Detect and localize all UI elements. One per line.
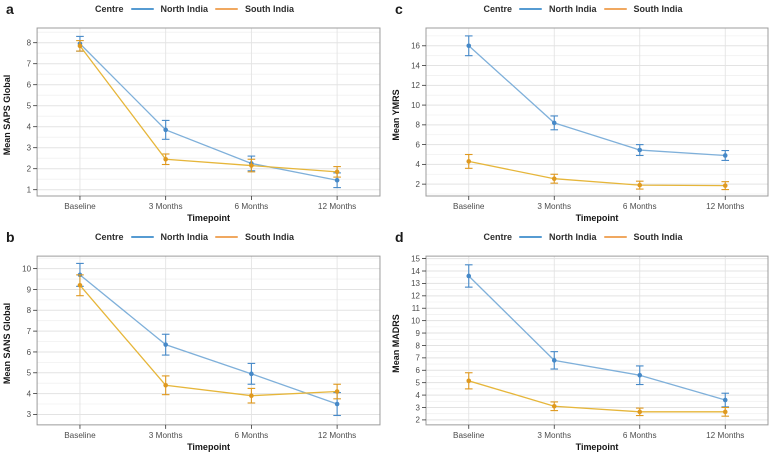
legend-label-south-india: South India xyxy=(633,4,683,14)
svg-text:12: 12 xyxy=(411,292,420,301)
svg-text:16: 16 xyxy=(411,42,420,51)
legend-label-north-india: North India xyxy=(549,232,597,242)
svg-text:5: 5 xyxy=(416,378,421,387)
chart-madrs: 2 3 4 5 6 7 8 9 10 11 12 13 14 15 Baseline 3 Months 6 Mo… xyxy=(391,254,769,452)
svg-text:12: 12 xyxy=(411,81,420,90)
panel-letter-d: d xyxy=(395,229,404,245)
svg-text:1: 1 xyxy=(27,186,32,195)
chart-ymrs: 2 4 6 8 10 12 14 16 Baseline 3 Months 6 Months 12 M… xyxy=(391,27,769,223)
svg-text:6 Months: 6 Months xyxy=(623,431,657,440)
svg-text:Timepoint: Timepoint xyxy=(576,213,619,223)
svg-text:6 Months: 6 Months xyxy=(235,431,269,440)
svg-text:5: 5 xyxy=(27,369,32,378)
svg-text:14: 14 xyxy=(411,61,420,70)
svg-text:3 Months: 3 Months xyxy=(537,431,571,440)
svg-text:Timepoint: Timepoint xyxy=(187,213,230,223)
south-india-line-swatch xyxy=(215,236,238,238)
svg-text:6 Months: 6 Months xyxy=(623,202,657,211)
legend-label-north-india: North India xyxy=(160,4,209,14)
svg-text:4: 4 xyxy=(27,123,32,132)
svg-text:6: 6 xyxy=(27,81,32,90)
chart-saps-global: 1 2 3 4 5 6 7 8 Baseline 3 Months 6 Months 12 Month… xyxy=(2,27,381,223)
svg-text:6 Months: 6 Months xyxy=(234,202,268,211)
panel-a: a Centre North India South India 1 2 3 4 5 6 7… xyxy=(0,0,389,228)
svg-text:9: 9 xyxy=(416,329,421,338)
legend-label-north-india: North India xyxy=(160,232,209,242)
north-india-line-swatch xyxy=(519,236,542,238)
svg-text:3: 3 xyxy=(27,410,32,419)
panel-letter-c: c xyxy=(395,1,403,17)
svg-text:4: 4 xyxy=(27,389,32,398)
south-india-line-swatch xyxy=(603,236,627,238)
legend-title: Centre xyxy=(483,232,512,242)
svg-text:13: 13 xyxy=(411,279,420,288)
panel-letter-a: a xyxy=(6,1,14,17)
legend-label-south-india: South India xyxy=(245,4,294,14)
svg-text:4: 4 xyxy=(416,391,421,400)
legend-label-north-india: North India xyxy=(549,4,597,14)
svg-text:15: 15 xyxy=(411,254,420,263)
legend-title: Centre xyxy=(483,4,512,14)
north-india-line-swatch xyxy=(519,8,542,10)
svg-text:6: 6 xyxy=(416,366,421,375)
svg-text:3 Months: 3 Months xyxy=(537,202,571,211)
svg-text:Mean MADRS: Mean MADRS xyxy=(391,314,401,373)
south-india-line-swatch xyxy=(603,8,627,10)
svg-text:10: 10 xyxy=(22,264,31,273)
svg-text:12 Months: 12 Months xyxy=(318,202,356,211)
svg-text:2: 2 xyxy=(27,165,32,174)
svg-text:Timepoint: Timepoint xyxy=(187,442,230,452)
panel-letter-b: b xyxy=(6,229,15,245)
svg-text:Mean YMRS: Mean YMRS xyxy=(391,89,401,140)
legend: Centre North India South India xyxy=(0,228,389,246)
north-india-line-swatch xyxy=(130,236,154,238)
svg-text:10: 10 xyxy=(411,316,420,325)
svg-text:7: 7 xyxy=(416,354,421,363)
svg-text:Baseline: Baseline xyxy=(64,202,96,211)
svg-text:3 Months: 3 Months xyxy=(149,431,183,440)
svg-text:8: 8 xyxy=(27,306,32,315)
svg-text:Baseline: Baseline xyxy=(453,431,485,440)
svg-text:12 Months: 12 Months xyxy=(706,202,744,211)
svg-text:3 Months: 3 Months xyxy=(149,202,183,211)
panel-c: c Centre North India South India 2 4 6 8 10 1… xyxy=(389,0,777,228)
legend: Centre North India South India xyxy=(0,0,389,18)
legend-label-south-india: South India xyxy=(633,232,683,242)
svg-text:Timepoint: Timepoint xyxy=(576,442,619,452)
north-india-line-swatch xyxy=(130,8,154,10)
svg-text:Baseline: Baseline xyxy=(64,431,96,440)
svg-text:6: 6 xyxy=(416,140,421,149)
svg-text:3: 3 xyxy=(27,144,32,153)
svg-text:Mean SANS Global: Mean SANS Global xyxy=(2,303,12,384)
chart-sans-global: 3 4 5 6 7 8 9 10 Baseline 3 Months 6 Months 12 Mont… xyxy=(2,255,381,452)
legend: Centre North India South India xyxy=(389,0,777,18)
svg-text:14: 14 xyxy=(411,267,420,276)
svg-text:6: 6 xyxy=(27,348,32,357)
panel-b: b Centre North India South India 3 4 5 6 7 8 9… xyxy=(0,228,389,457)
svg-text:12 Months: 12 Months xyxy=(706,431,744,440)
svg-text:8: 8 xyxy=(416,341,421,350)
svg-text:7: 7 xyxy=(27,327,32,336)
svg-text:10: 10 xyxy=(411,101,420,110)
legend: Centre North India South India xyxy=(389,228,777,246)
svg-text:8: 8 xyxy=(416,121,421,130)
legend-label-south-india: South India xyxy=(245,232,294,242)
svg-text:7: 7 xyxy=(27,60,32,69)
legend-title: Centre xyxy=(94,232,124,242)
svg-text:3: 3 xyxy=(416,403,421,412)
panel-d: d Centre North India South India 2 3 4 5 6 7 8… xyxy=(389,228,777,457)
svg-text:12 Months: 12 Months xyxy=(318,431,356,440)
svg-text:Baseline: Baseline xyxy=(453,202,485,211)
svg-text:9: 9 xyxy=(27,285,32,294)
svg-text:4: 4 xyxy=(416,160,421,169)
svg-text:11: 11 xyxy=(412,304,421,313)
svg-text:5: 5 xyxy=(27,102,32,111)
svg-text:Mean SAPS Global: Mean SAPS Global xyxy=(2,75,12,155)
svg-text:2: 2 xyxy=(416,416,421,425)
south-india-line-swatch xyxy=(215,8,238,10)
legend-title: Centre xyxy=(94,4,124,14)
svg-text:8: 8 xyxy=(27,39,32,48)
svg-text:2: 2 xyxy=(416,180,421,189)
